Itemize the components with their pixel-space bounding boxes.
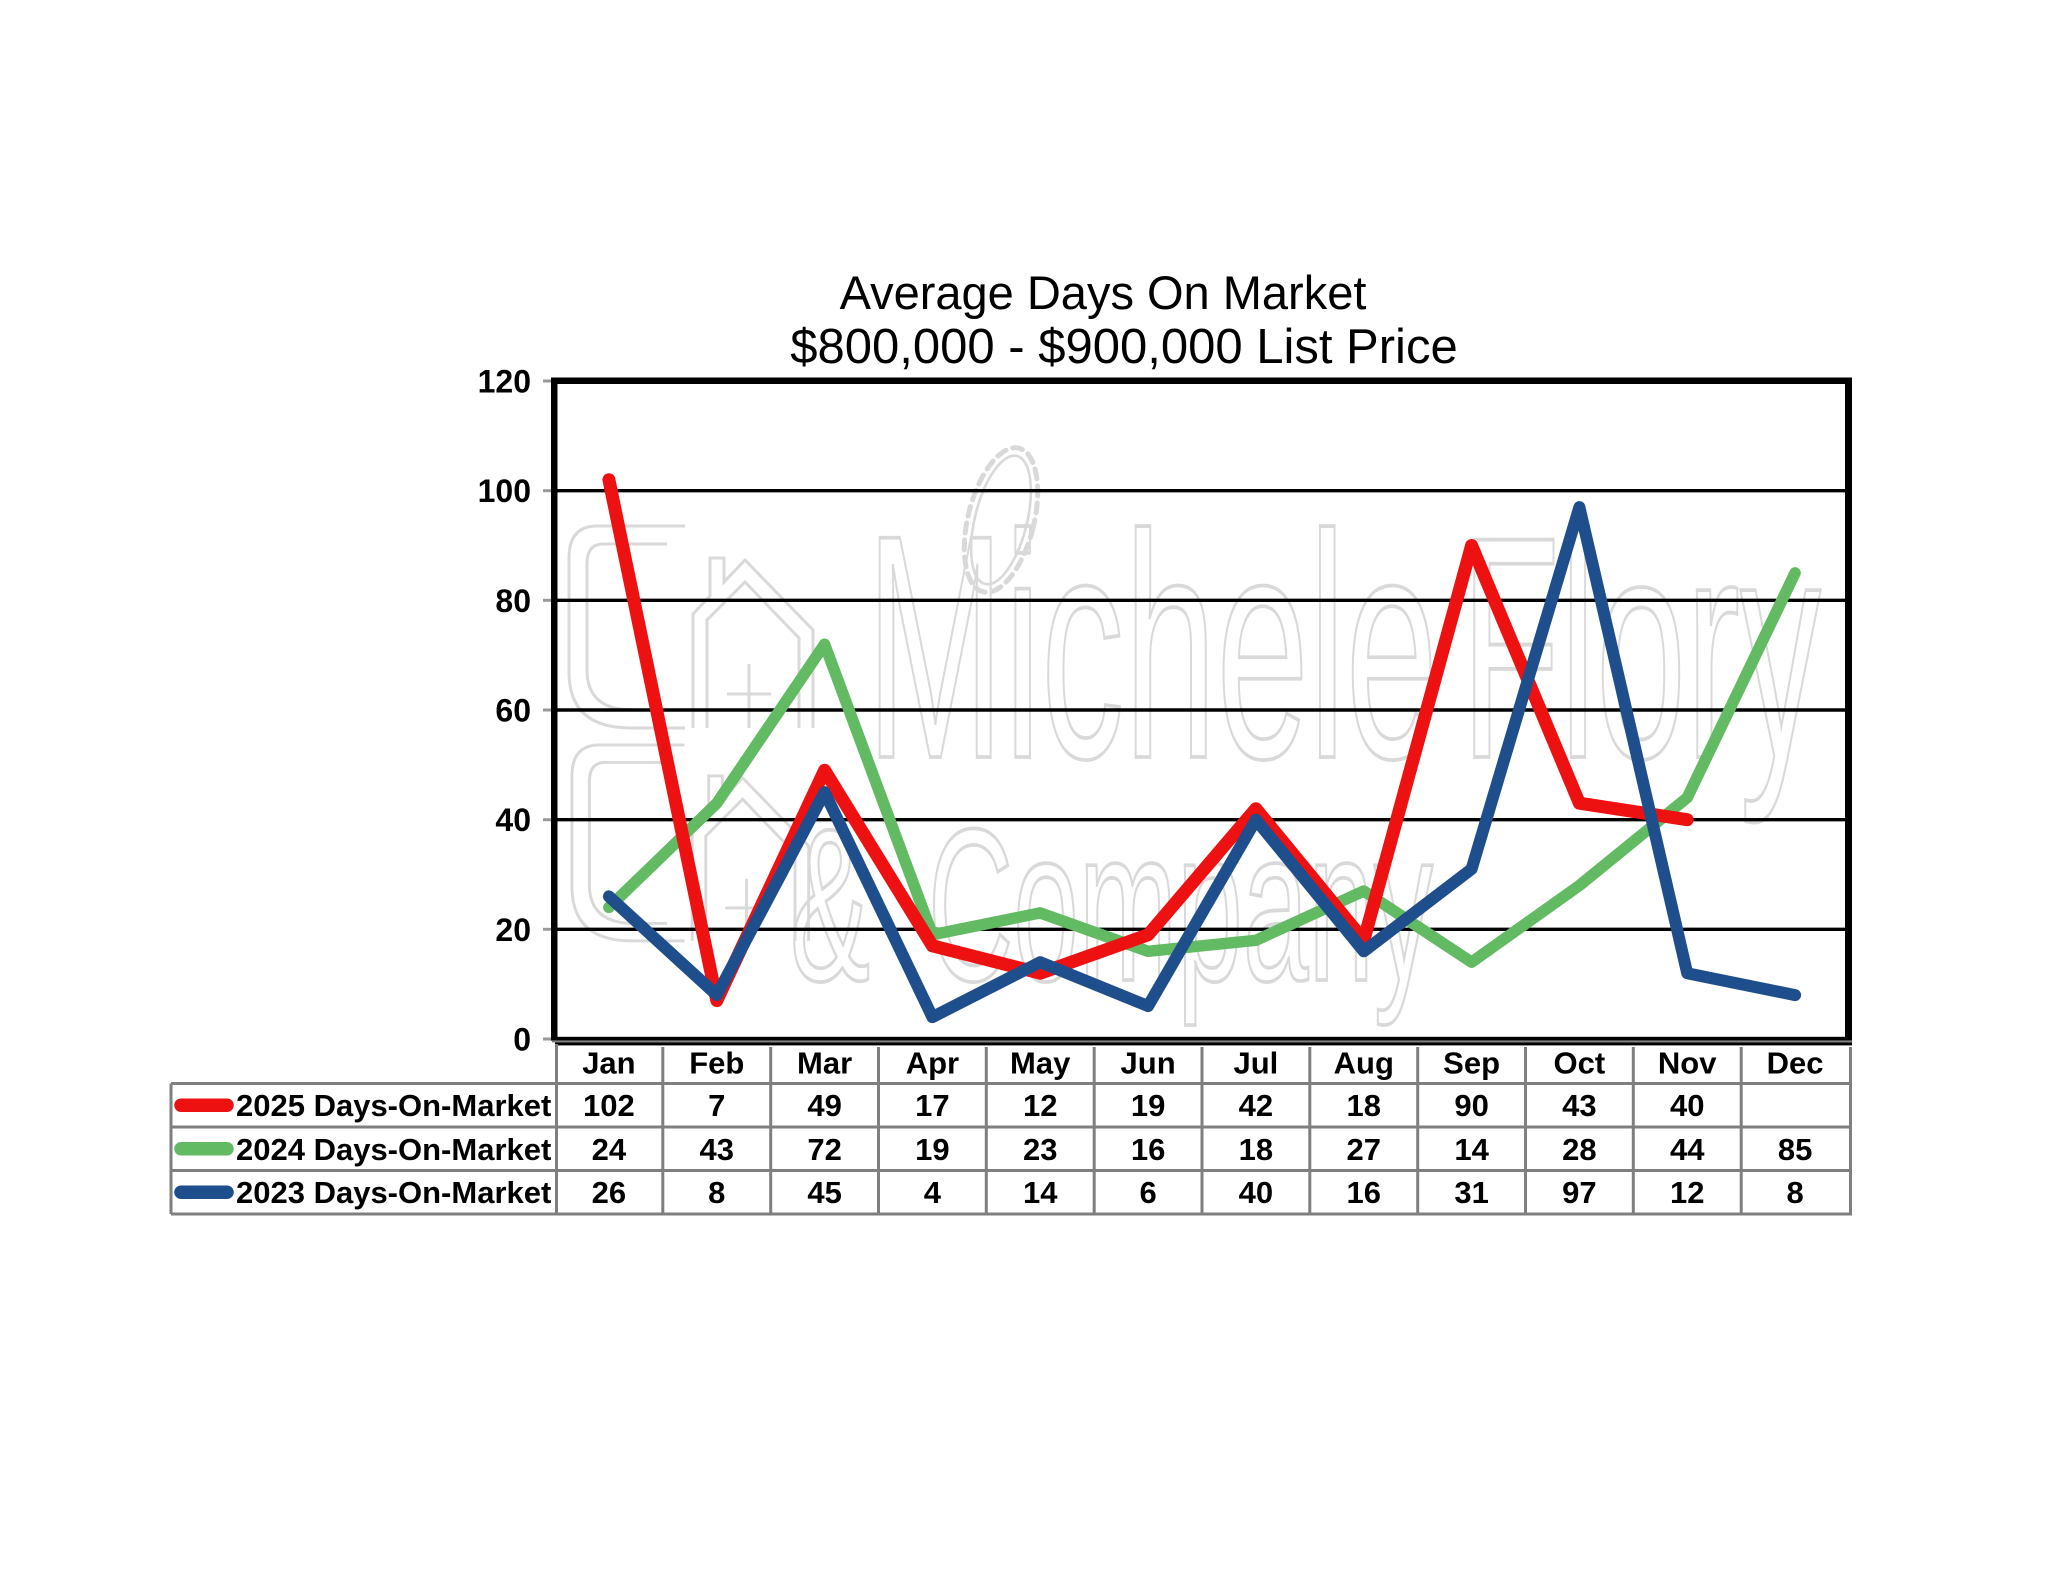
svg-text:40: 40 (1670, 1088, 1704, 1123)
svg-text:2024 Days-On-Market: 2024 Days-On-Market (236, 1132, 551, 1167)
svg-text:Nov: Nov (1658, 1046, 1717, 1081)
svg-text:18: 18 (1239, 1132, 1273, 1167)
svg-text:Jul: Jul (1234, 1046, 1279, 1081)
svg-text:45: 45 (807, 1175, 841, 1210)
svg-text:97: 97 (1562, 1175, 1596, 1210)
svg-text:$800,000 - $900,000 List Price: $800,000 - $900,000 List Price (790, 320, 1457, 374)
svg-text:Oct: Oct (1554, 1046, 1606, 1081)
svg-text:0: 0 (513, 1022, 531, 1058)
svg-text:18: 18 (1347, 1088, 1381, 1123)
svg-text:44: 44 (1670, 1132, 1705, 1167)
svg-text:17: 17 (915, 1088, 949, 1123)
svg-text:19: 19 (915, 1132, 949, 1167)
svg-text:16: 16 (1347, 1175, 1381, 1210)
svg-text:43: 43 (700, 1132, 734, 1167)
svg-text:49: 49 (807, 1088, 841, 1123)
svg-text:85: 85 (1778, 1132, 1812, 1167)
svg-text:Mar: Mar (797, 1046, 852, 1081)
svg-text:20: 20 (495, 912, 531, 948)
svg-text:May: May (1010, 1046, 1071, 1081)
svg-text:12: 12 (1023, 1088, 1057, 1123)
svg-text:Apr: Apr (906, 1046, 959, 1081)
svg-text:26: 26 (592, 1175, 626, 1210)
svg-text:90: 90 (1454, 1088, 1488, 1123)
svg-text:100: 100 (478, 473, 531, 509)
svg-text:40: 40 (495, 802, 531, 838)
svg-text:4: 4 (924, 1175, 942, 1210)
svg-text:8: 8 (1786, 1175, 1803, 1210)
svg-text:8: 8 (708, 1175, 725, 1210)
svg-text:19: 19 (1131, 1088, 1165, 1123)
svg-text:60: 60 (495, 693, 531, 729)
svg-text:2025 Days-On-Market: 2025 Days-On-Market (236, 1088, 551, 1123)
svg-text:42: 42 (1239, 1088, 1273, 1123)
svg-text:Jan: Jan (582, 1046, 635, 1081)
svg-text:43: 43 (1562, 1088, 1596, 1123)
svg-text:Michele: Michele (866, 469, 1438, 825)
svg-text:14: 14 (1023, 1175, 1058, 1210)
svg-text:Dec: Dec (1767, 1046, 1824, 1081)
svg-text:2023 Days-On-Market: 2023 Days-On-Market (236, 1175, 551, 1210)
svg-text:31: 31 (1454, 1175, 1488, 1210)
svg-text:Jun: Jun (1121, 1046, 1176, 1081)
svg-text:72: 72 (807, 1132, 841, 1167)
svg-text:16: 16 (1131, 1132, 1165, 1167)
svg-text:23: 23 (1023, 1132, 1057, 1167)
svg-text:24: 24 (592, 1132, 627, 1167)
svg-text:6: 6 (1139, 1175, 1156, 1210)
svg-text:102: 102 (583, 1088, 635, 1123)
svg-text:12: 12 (1670, 1175, 1704, 1210)
svg-text:120: 120 (478, 364, 531, 400)
svg-text:14: 14 (1454, 1132, 1489, 1167)
svg-text:28: 28 (1562, 1132, 1596, 1167)
svg-text:Feb: Feb (689, 1046, 744, 1081)
svg-text:Average Days On Market: Average Days On Market (840, 266, 1367, 319)
svg-text:40: 40 (1239, 1175, 1273, 1210)
svg-text:Aug: Aug (1334, 1046, 1394, 1081)
svg-text:7: 7 (708, 1088, 725, 1123)
svg-text:80: 80 (495, 583, 531, 619)
svg-text:Sep: Sep (1443, 1046, 1500, 1081)
svg-text:27: 27 (1347, 1132, 1381, 1167)
